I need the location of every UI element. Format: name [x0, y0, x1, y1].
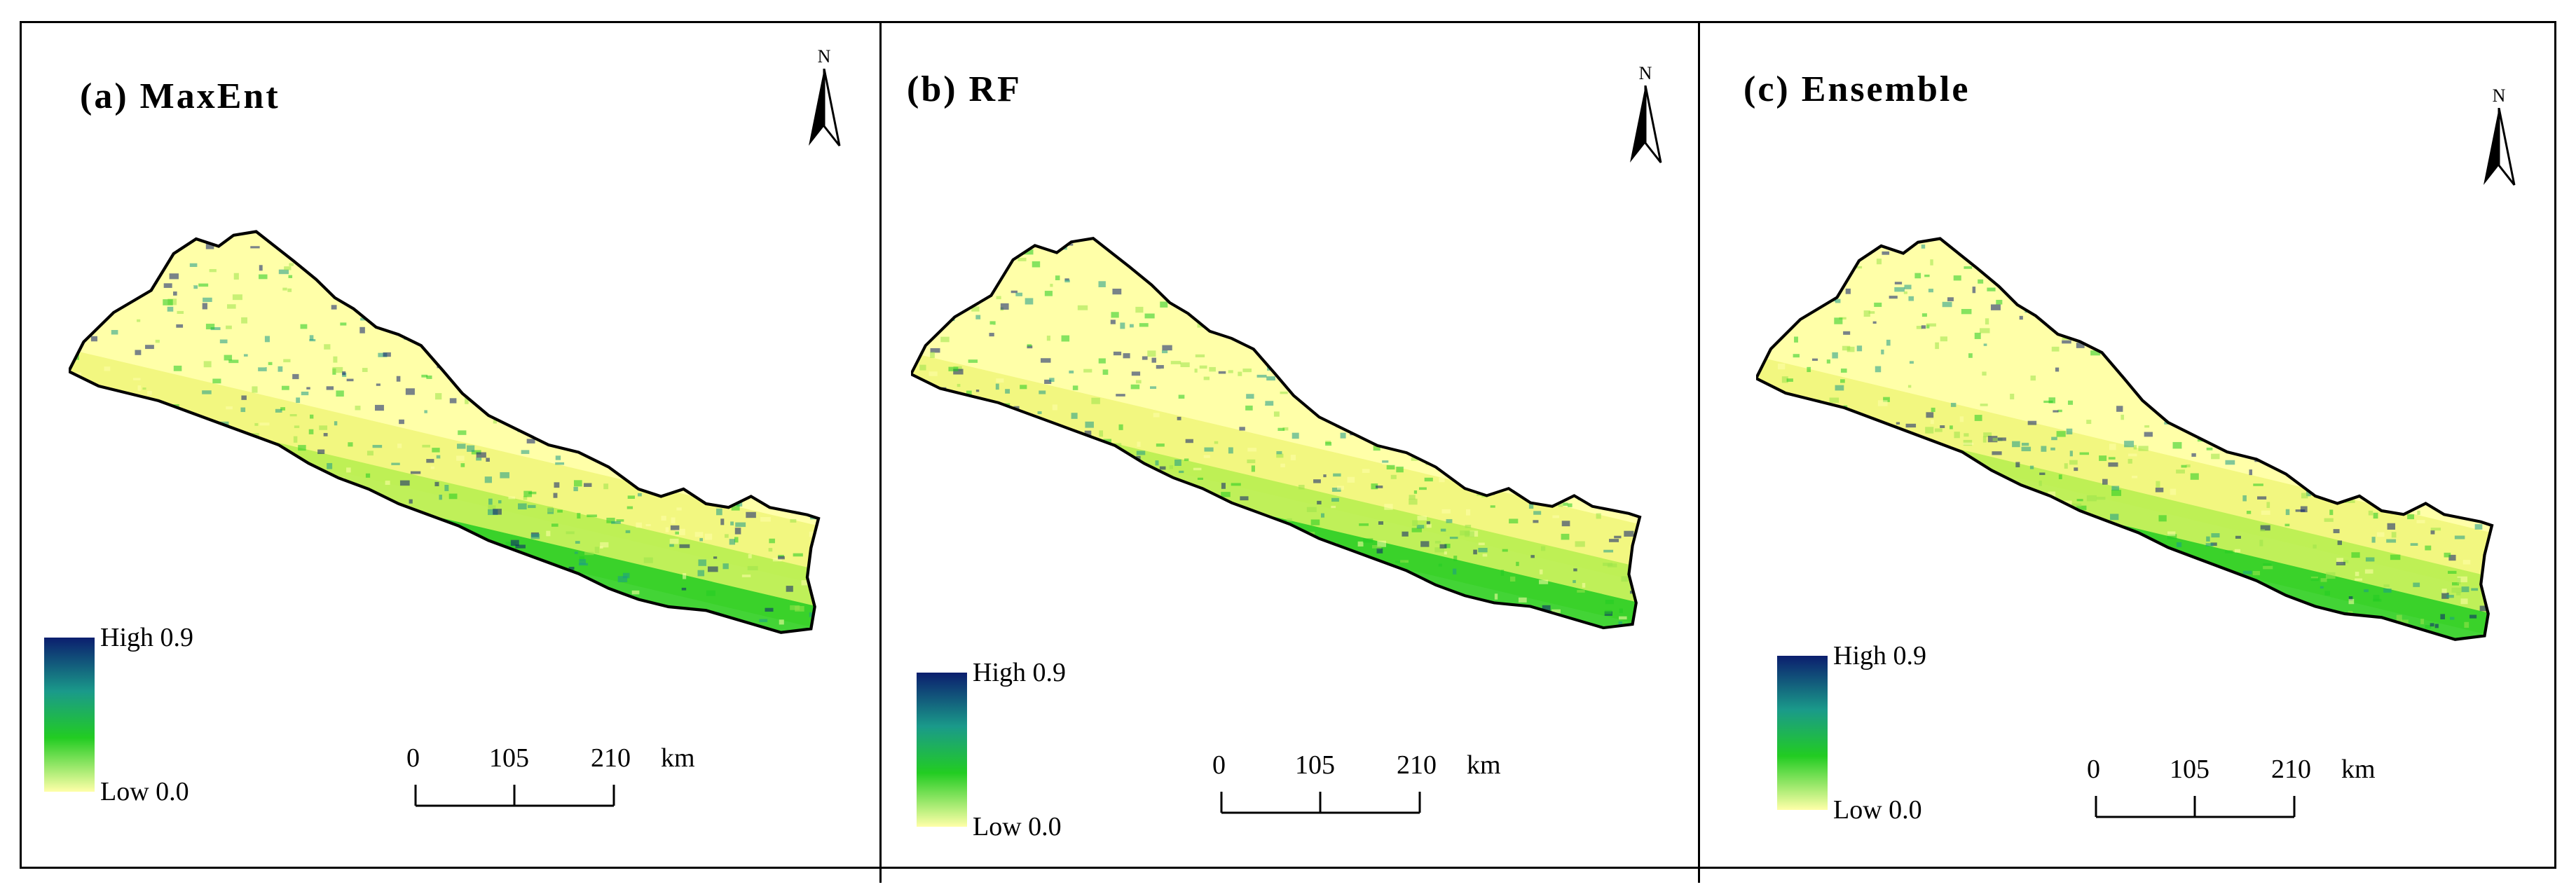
scale-tick-label: 210	[1397, 750, 1437, 780]
suitability-map	[911, 237, 1642, 630]
suitability-map	[1756, 237, 2494, 641]
figure-frame	[20, 21, 2556, 869]
legend-low-label: Low 0.0	[100, 777, 189, 806]
scale-tick-label: 105	[489, 743, 529, 773]
scale-bar-line	[2095, 796, 2296, 818]
panel-title: (a) MaxEnt	[80, 76, 280, 116]
scale-bar: 0 105 210 km	[1183, 750, 1547, 841]
panel-title: (c) Ensemble	[1743, 69, 1971, 109]
north-label: N	[817, 46, 831, 67]
north-arrow: N	[803, 46, 845, 172]
north-arrow-icon	[2483, 108, 2516, 186]
scale-tick-label: 105	[1295, 750, 1335, 780]
scale-tick-label: 210	[591, 743, 631, 773]
legend-color-ramp	[44, 638, 95, 792]
scale-unit: km	[1467, 750, 1501, 780]
north-arrow: N	[1624, 63, 1666, 189]
panel-ensemble: (c) Ensemble N High 0	[1700, 21, 2556, 869]
panel-divider	[1698, 21, 1700, 883]
scale-unit: km	[661, 743, 695, 773]
scale-bar-line	[414, 785, 615, 807]
suitability-map	[69, 230, 821, 634]
scale-bar: 0 105 210 km	[2057, 754, 2422, 845]
legend-low-label: Low 0.0	[1833, 795, 1922, 825]
legend-color-ramp	[917, 673, 967, 827]
panel-divider	[879, 21, 882, 883]
panel-maxent: (a) MaxEnt N High 0.9	[20, 21, 879, 869]
scale-tick-label: 0	[1212, 750, 1226, 780]
north-arrow: N	[2478, 85, 2520, 212]
scale-bar: 0 105 210 km	[377, 743, 741, 834]
panel-rf: (b) RF N High 0.9	[882, 21, 1698, 869]
legend: High 0.9 Low 0.0	[917, 658, 1113, 869]
legend-low-label: Low 0.0	[973, 812, 1062, 841]
legend-high-label: High 0.9	[973, 658, 1066, 687]
scale-tick-label: 0	[406, 743, 420, 773]
north-arrow-icon	[809, 69, 841, 146]
north-label: N	[2492, 85, 2506, 106]
legend-high-label: High 0.9	[100, 623, 193, 652]
panel-title: (b) RF	[907, 69, 1022, 109]
scale-tick-label: 105	[2170, 755, 2210, 784]
north-label: N	[1638, 63, 1652, 83]
legend: High 0.9 Low 0.0	[1777, 641, 1973, 852]
north-arrow-icon	[1630, 85, 1662, 163]
scale-tick-label: 0	[2087, 755, 2100, 784]
legend-high-label: High 0.9	[1833, 641, 1926, 670]
scale-bar-line	[1220, 792, 1421, 814]
legend: High 0.9 Low 0.0	[44, 623, 240, 834]
scale-unit: km	[2341, 755, 2376, 784]
legend-color-ramp	[1777, 656, 1828, 810]
scale-tick-label: 210	[2271, 755, 2311, 784]
